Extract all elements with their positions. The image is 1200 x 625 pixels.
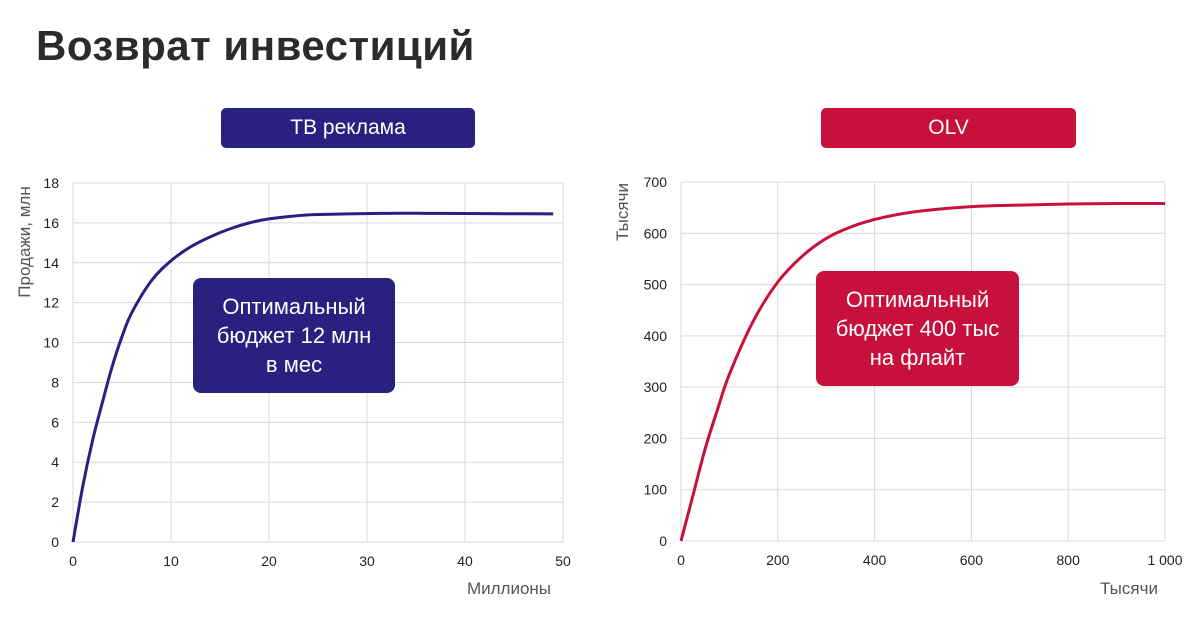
- tv-y-tick-label: 0: [51, 534, 59, 550]
- tv-y-tick-label: 12: [43, 295, 59, 311]
- tv-x-axis-title: Миллионы: [467, 579, 551, 598]
- olv-y-axis-title: Тысячи: [613, 183, 632, 241]
- olv-chart-header: OLV: [821, 108, 1076, 148]
- tv-x-tick-label: 20: [261, 553, 277, 569]
- olv-x-axis-title: Тысячи: [1100, 579, 1158, 598]
- tv-series-line: [71, 211, 554, 543]
- olv-y-tick-label: 100: [644, 482, 668, 498]
- tv-y-tick-label: 18: [43, 175, 59, 191]
- tv-y-tick-label: 2: [51, 494, 59, 510]
- tv-x-tick-label: 50: [555, 553, 571, 569]
- olv-y-tick-label: 400: [644, 328, 668, 344]
- olv-x-tick-label: 1 000: [1147, 552, 1182, 568]
- tv-x-tick-label: 40: [457, 553, 473, 569]
- olv-x-tick-label: 600: [960, 552, 984, 568]
- tv-y-tick-label: 14: [43, 255, 59, 271]
- tv-optimal-budget-callout: Оптимальный бюджет 12 млн в мес: [193, 278, 395, 393]
- olv-x-tick-label: 400: [863, 552, 887, 568]
- olv-optimal-budget-callout: Оптимальный бюджет 400 тыс на флайт: [816, 271, 1019, 386]
- olv-y-tick-label: 0: [659, 533, 667, 549]
- tv-x-tick-label: 30: [359, 553, 375, 569]
- tv-chart-header: ТВ реклама: [221, 108, 475, 148]
- tv-y-tick-label: 8: [51, 374, 59, 390]
- olv-series-line: [679, 202, 1166, 542]
- olv-y-tick-label: 500: [644, 277, 668, 293]
- olv-y-tick-label: 700: [644, 174, 668, 190]
- tv-y-axis-title: Продажи, млн: [15, 186, 34, 297]
- tv-y-tick-label: 4: [51, 454, 59, 470]
- tv-y-tick-label: 6: [51, 414, 59, 430]
- olv-x-tick-label: 800: [1057, 552, 1081, 568]
- olv-y-tick-label: 600: [644, 225, 668, 241]
- tv-x-tick-label: 0: [69, 553, 77, 569]
- olv-y-tick-label: 300: [644, 379, 668, 395]
- tv-x-tick-label: 10: [163, 553, 179, 569]
- olv-x-tick-label: 200: [766, 552, 790, 568]
- olv-x-tick-label: 0: [677, 552, 685, 568]
- olv-y-tick-label: 200: [644, 430, 668, 446]
- tv-y-tick-label: 16: [43, 215, 59, 231]
- tv-y-tick-label: 10: [43, 335, 59, 351]
- page-title: Возврат инвестиций: [36, 22, 475, 69]
